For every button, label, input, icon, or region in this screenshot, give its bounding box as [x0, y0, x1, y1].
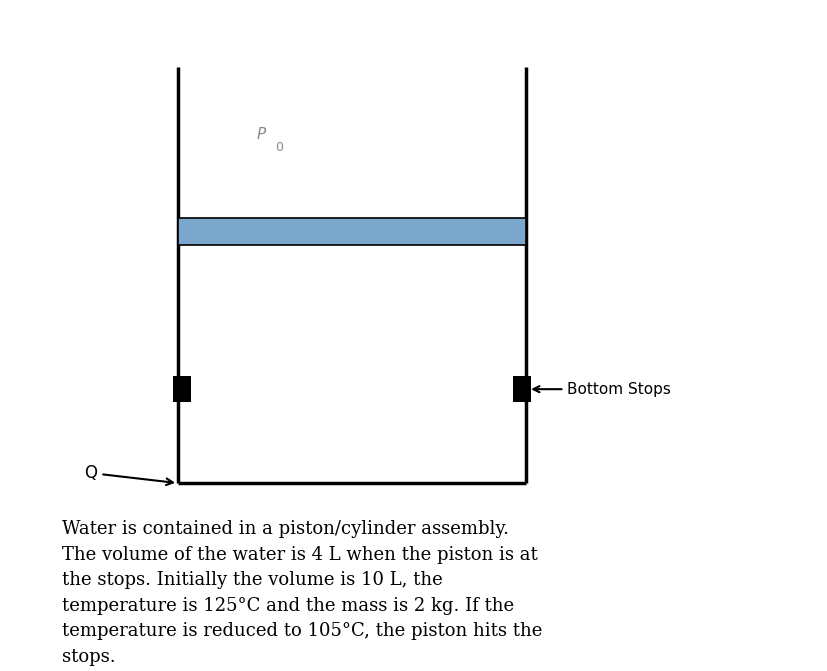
Text: Water is contained in a piston/cylinder assembly.: Water is contained in a piston/cylinder … — [62, 520, 509, 538]
Bar — [172, 376, 190, 402]
Bar — [513, 376, 531, 402]
Text: The volume of the water is 4 L when the piston is at: The volume of the water is 4 L when the … — [62, 546, 538, 564]
Text: stops.: stops. — [62, 648, 116, 666]
Text: temperature is 125°C and the mass is 2 kg. If the: temperature is 125°C and the mass is 2 k… — [62, 597, 514, 615]
Text: temperature is reduced to 105°C, the piston hits the: temperature is reduced to 105°C, the pis… — [62, 622, 542, 640]
Text: Bottom Stops: Bottom Stops — [533, 382, 670, 397]
Text: the stops. Initially the volume is 10 L, the: the stops. Initially the volume is 10 L,… — [62, 571, 442, 589]
Bar — [178, 218, 525, 245]
Text: Q: Q — [84, 464, 173, 485]
Text: P: P — [256, 127, 265, 142]
Text: 0: 0 — [275, 141, 283, 154]
